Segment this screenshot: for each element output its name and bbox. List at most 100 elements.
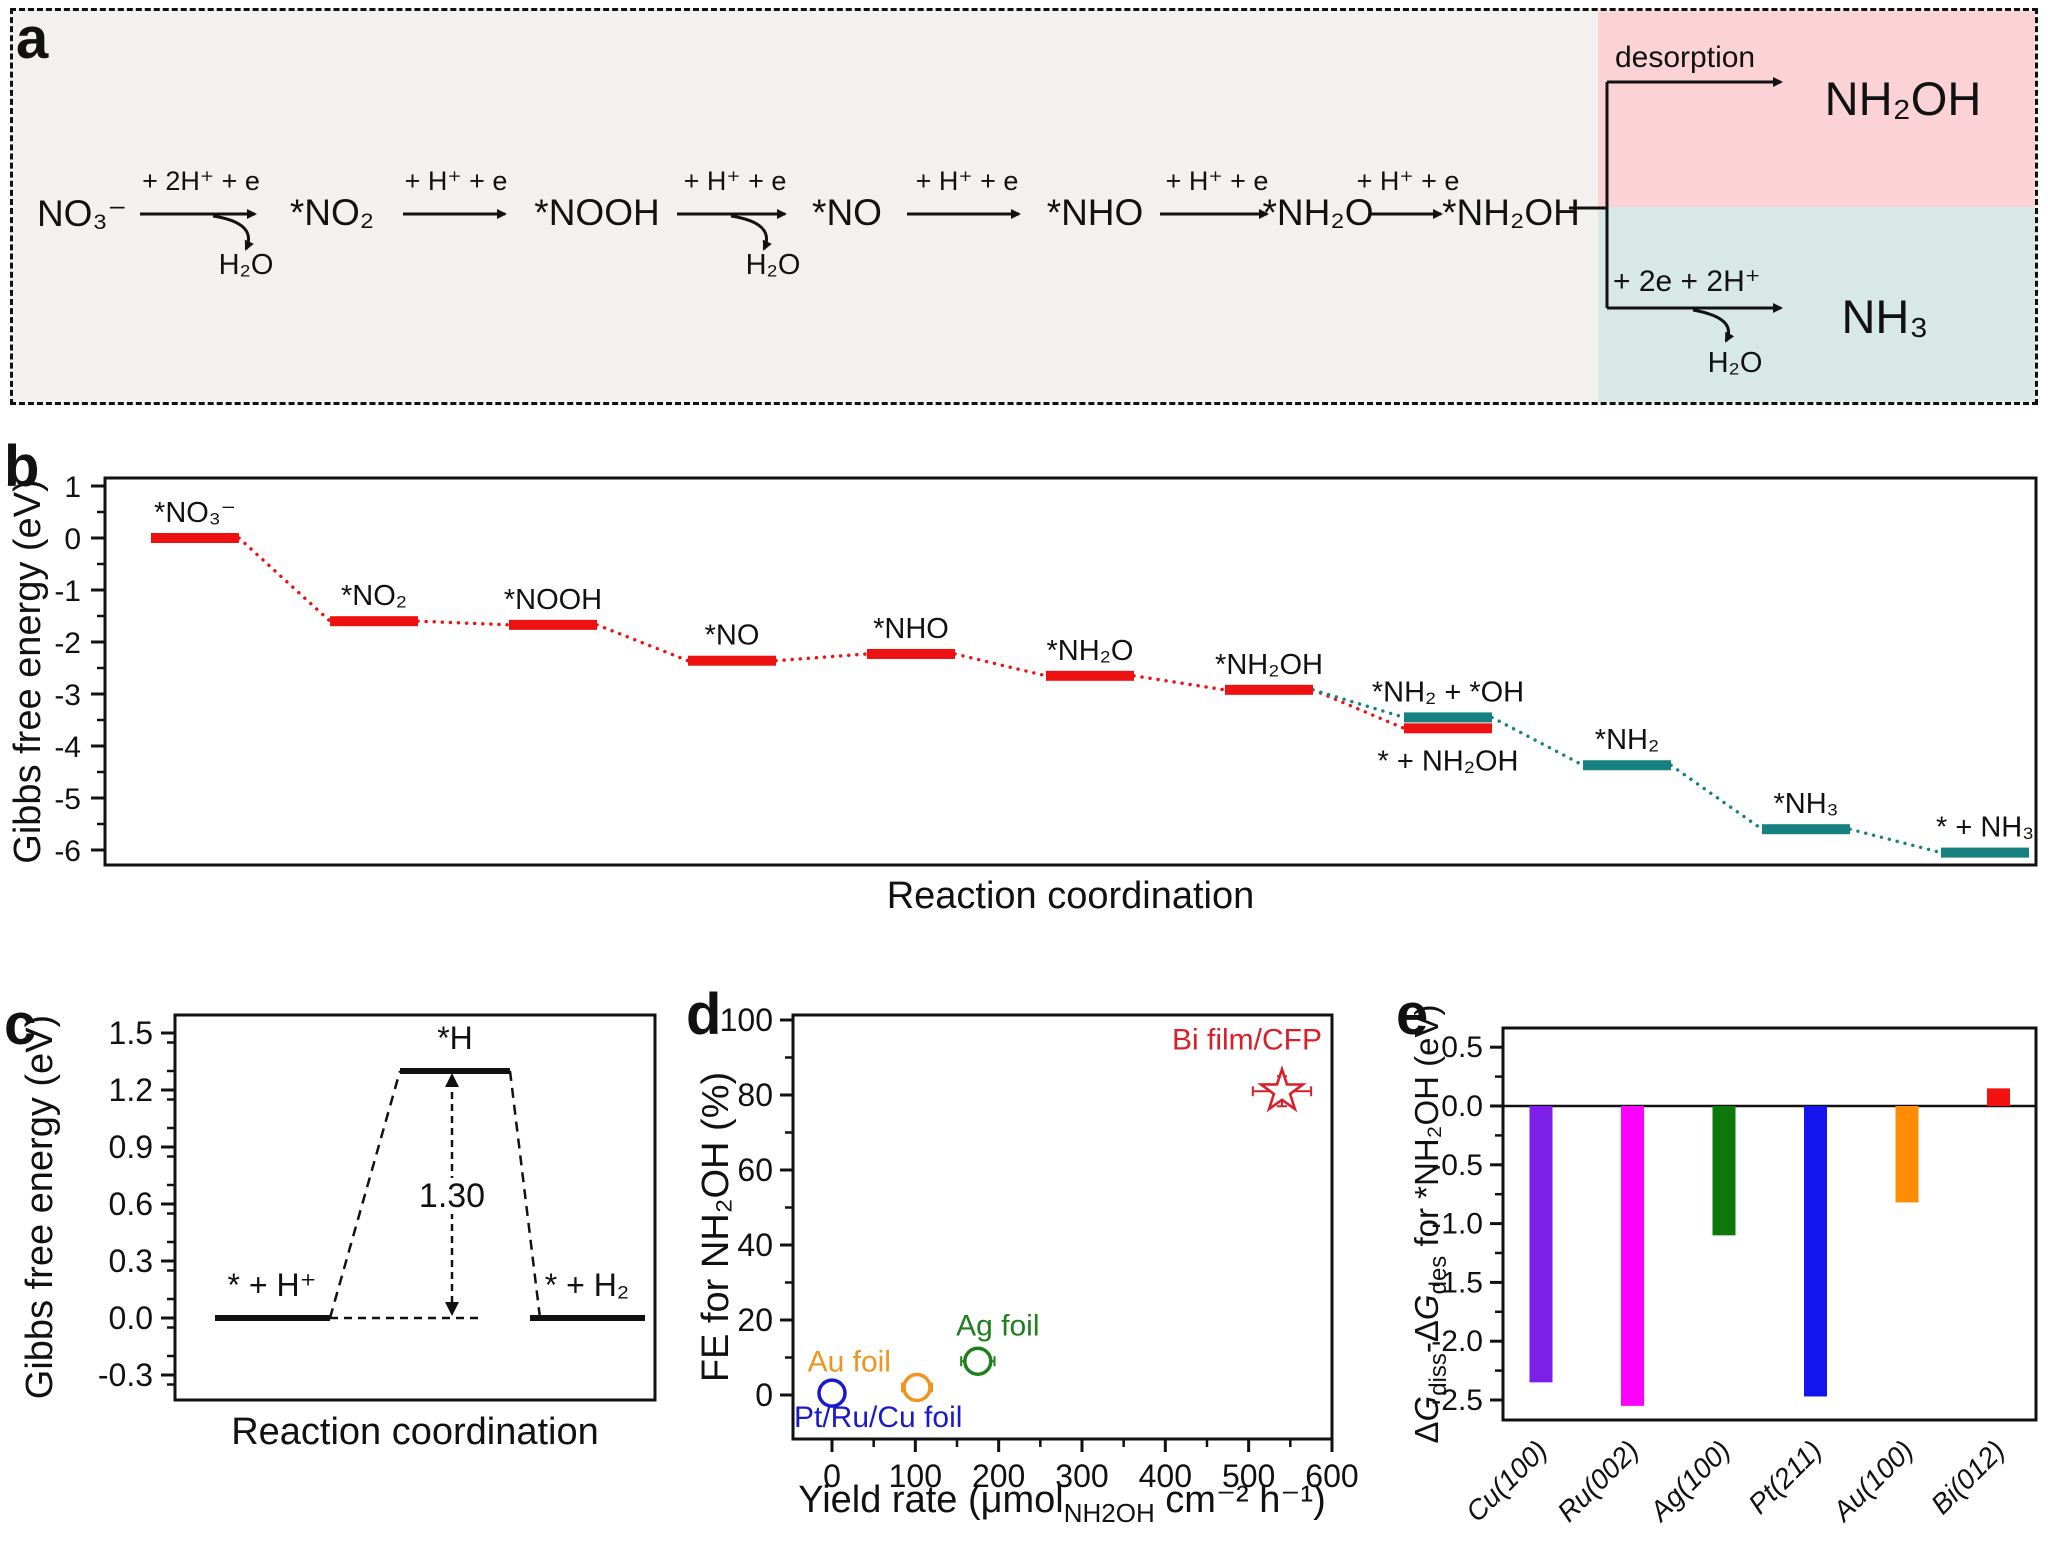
barrier-dash-left: [328, 1070, 402, 1319]
arrow-label-6: + H⁺ + e: [1356, 166, 1460, 196]
arrow-label-4: + H⁺ + e: [915, 166, 1019, 196]
energy-level-label: *NH₃: [1774, 788, 1839, 820]
data-point-label: Ag foil: [956, 1309, 1039, 1342]
energy-level-label: *H: [437, 1020, 473, 1056]
energy-level-label: * + H⁺: [228, 1267, 317, 1303]
product-nh2oh: NH₂OH: [1824, 72, 1982, 125]
y-tick-label: 0.0: [1441, 1090, 1483, 1123]
x-axis-label-c: Reaction coordination: [231, 1411, 599, 1453]
yield-fe-scatter: 0 100 200 300 400 500 600 0 20 40 60 80 100 Pt/Ru/Cu …: [695, 1002, 1359, 1528]
species-nooh: *NOOH: [534, 192, 660, 233]
energy-level-label: * + H₂: [545, 1267, 629, 1303]
y-tick-label: -0.5: [1431, 1149, 1483, 1182]
energy-level-label: *NOOH: [504, 584, 602, 616]
bar-Cu(100): [1529, 1106, 1553, 1383]
species-no2: *NO₂: [289, 192, 375, 233]
x-axis-label-d: Yield rate (μmolNH2OH cm⁻² h⁻¹): [798, 1479, 1325, 1528]
energy-level-bar: [509, 619, 597, 630]
plot-box-e: [1501, 1026, 2038, 1422]
energy-level-bar: [867, 648, 955, 659]
data-point-label: Au foil: [808, 1346, 891, 1379]
bar-Pt(211): [1804, 1106, 1827, 1397]
y-tick-label: 80: [737, 1077, 773, 1113]
energy-level-bar: [1941, 847, 2029, 858]
y-tick-label: 60: [737, 1152, 773, 1188]
energy-level-label: *NH₂ + *OH: [1372, 676, 1524, 708]
hydrogen-barrier-diagram: 1.5 1.2 0.9 0.6 0.3 0.0 -0.3 * + H⁺ *H * + H₂ 1.30…: [19, 1013, 657, 1453]
energy-connector: [595, 623, 690, 663]
barrier-value-label: 1.30: [419, 1177, 485, 1215]
panel-label-e: e: [1396, 982, 1429, 1047]
energy-level-bar: [330, 616, 418, 627]
x-tick-label: 400: [1139, 1458, 1192, 1494]
data-point-star: [1257, 1065, 1307, 1113]
data-point-label: Bi film/CFP: [1172, 1023, 1322, 1056]
y-tick-label: 0: [64, 523, 81, 556]
arrow-label-3: + H⁺ + e: [683, 166, 787, 196]
energy-level-bar: [1225, 684, 1313, 695]
x-category-label: Pt(211): [1742, 1434, 1827, 1519]
species-nh2o: *NH₂O: [1262, 192, 1374, 233]
y-tick-label: -4: [54, 731, 81, 764]
y-tick-label: -6: [54, 835, 81, 868]
energy-level-bar: [688, 655, 776, 666]
energy-level-label: *NO: [705, 620, 760, 652]
y-tick-label: 100: [720, 1002, 773, 1038]
y-axis-label-c: Gibbs free energy (eV): [19, 1015, 61, 1399]
energy-level-label: *NH₂: [1595, 724, 1659, 756]
bar-Ag(100): [1712, 1106, 1736, 1236]
energy-connector: [774, 652, 869, 663]
panel-label-c: c: [4, 992, 37, 1057]
bar-Au(100): [1895, 1106, 1919, 1203]
y-tick-label: 0.0: [109, 1300, 153, 1336]
data-point-circle: [902, 1372, 932, 1403]
panel-a-reaction-scheme: NO₃⁻ *NO₂ *NOOH *NO *NHO *NH₂O *NH₂OH + …: [10, 8, 2038, 405]
byproduct-h2o-3: H₂O: [1707, 347, 1763, 379]
energy-connector: [1848, 827, 1943, 855]
y-tick-label: -1.5: [1431, 1266, 1483, 1299]
x-category-label: Au(100): [1825, 1434, 1919, 1528]
plot-box-b: [103, 476, 2038, 867]
x-category-label: Ru(002): [1551, 1434, 1644, 1527]
y-tick-label: -3: [54, 679, 81, 712]
arrow-label-1: + 2H⁺ + e: [142, 166, 260, 196]
species-no: *NO: [812, 192, 882, 233]
y-tick-label: 0: [755, 1377, 773, 1413]
x-category-label: Bi(012): [1925, 1434, 2011, 1520]
barrier-arrowhead-bottom: [445, 1302, 459, 1316]
plot-box-d: [791, 1013, 1334, 1441]
energy-connector: [1132, 674, 1227, 692]
energy-level-label: * + NH₂OH: [1378, 745, 1519, 777]
energy-level-bar: [1404, 712, 1492, 723]
y-tick-label: 0.6: [109, 1186, 153, 1222]
species-nh2oh: *NH₂OH: [1442, 192, 1580, 233]
y-tick-label: 0.3: [109, 1243, 153, 1279]
energy-level-label: * + NH₃: [1936, 812, 2034, 844]
panel-label-a: a: [16, 6, 49, 71]
y-tick-label: -0.3: [98, 1357, 153, 1393]
energy-connector: [1311, 688, 1406, 720]
desorption-label: desorption: [1615, 41, 1756, 74]
energy-connector: [1669, 763, 1764, 831]
x-category-label: Ag(100): [1642, 1434, 1736, 1528]
x-tick-label: 200: [972, 1458, 1025, 1494]
y-tick-label: -1: [54, 575, 81, 608]
y-tick-label: 0.9: [109, 1129, 153, 1165]
panel-label-b: b: [4, 434, 40, 499]
y-tick-label: 1.2: [109, 1072, 153, 1108]
y-tick-label: 1.5: [109, 1015, 153, 1051]
energy-level-label: *NH₂O: [1047, 635, 1134, 667]
dg-diff-bar-chart: 0.5 0.0 -0.5 -1.0 -1.5 -2.0 -2.5 Cu(100)Ru(002)…: [1408, 1004, 2038, 1528]
x-tick-label: 300: [1055, 1458, 1108, 1494]
annotation-bg: [414, 1178, 490, 1214]
energy-level-label: *NH₂OH: [1215, 649, 1323, 681]
x-category-label: Cu(100): [1460, 1434, 1553, 1527]
byproduct-h2o-1: H₂O: [218, 249, 274, 281]
nh3-pathway-region: [1598, 207, 2035, 402]
y-tick-label: -2.0: [1431, 1325, 1483, 1358]
x-axis-label-b: Reaction coordination: [887, 875, 1255, 917]
y-axis-label-d: FE for NH₂OH (%): [695, 1072, 737, 1382]
barrier-dash-right: [508, 1070, 542, 1319]
reduction-label: + 2e + 2H⁺: [1613, 265, 1761, 298]
